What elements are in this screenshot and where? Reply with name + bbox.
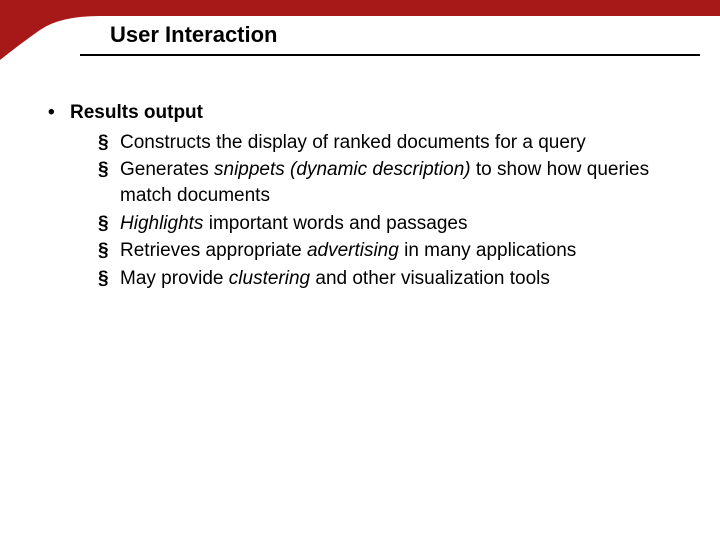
title-rule: [80, 54, 700, 56]
bullet-level1: Results output: [40, 100, 680, 126]
bullet-text-post: in many applications: [399, 240, 576, 261]
bullet-text-pre: Retrieves appropriate: [120, 240, 307, 261]
bullet-text-em: advertising: [307, 240, 399, 261]
bullet-text-pre: May provide: [120, 268, 229, 289]
slide-content: Results output Constructs the display of…: [40, 100, 680, 293]
bullet-text-post: important words and passages: [203, 213, 467, 234]
bullet-level2-item: Generates snippets (dynamic description)…: [98, 157, 680, 208]
bullet-level2-item: Highlights important words and passages: [98, 211, 680, 237]
bullet-text-post: and other visualization tools: [310, 268, 550, 289]
bullet-text-em: clustering: [229, 268, 310, 289]
header-band: [0, 0, 720, 16]
bullet-level2-item: May provide clustering and other visuali…: [98, 266, 680, 292]
slide-title: User Interaction: [110, 22, 278, 48]
bullet-text-em: snippets (dynamic description): [214, 159, 471, 180]
bullet-level1-text: Results output: [70, 102, 203, 123]
bullet-text-em: Highlights: [120, 213, 203, 234]
bullet-level2-item: Constructs the display of ranked documen…: [98, 130, 680, 156]
bullet-level2-container: Constructs the display of ranked documen…: [40, 130, 680, 292]
header-curve: [0, 0, 100, 60]
bullet-text-pre: Generates: [120, 159, 214, 180]
bullet-text: Constructs the display of ranked documen…: [120, 132, 586, 153]
bullet-level2-item: Retrieves appropriate advertising in man…: [98, 238, 680, 264]
